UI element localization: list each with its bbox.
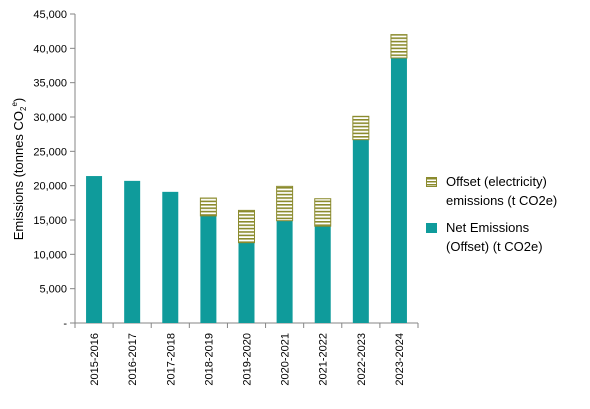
bar-net-emissions bbox=[276, 220, 293, 323]
tick-labels: - 5,000 10,000 15,000 20,000 25,000 30,000 35,0… bbox=[33, 9, 406, 386]
y-tick-label: 45,000 bbox=[33, 9, 67, 21]
legend-label-net-line2: (Offset) (t CO2e) bbox=[446, 239, 543, 254]
legend-label-net-line1: Net Emissions bbox=[446, 220, 530, 235]
legend-item-offset: Offset (electricity) emissions (t CO2e) bbox=[426, 172, 586, 210]
bar-offset-emissions bbox=[314, 198, 332, 227]
y-tick-label: 15,000 bbox=[33, 215, 67, 227]
x-tick-label: 2021-2022 bbox=[318, 333, 330, 386]
legend: Offset (electricity) emissions (t CO2e) … bbox=[426, 172, 586, 264]
bar-offset-emissions bbox=[199, 197, 217, 217]
y-tick-label: 10,000 bbox=[33, 249, 67, 261]
y-tick-label: 5,000 bbox=[39, 284, 67, 296]
bar-net-emissions bbox=[390, 57, 407, 324]
y-axis-title: Emissions (tonnes CO2e) bbox=[10, 98, 28, 241]
y-tick-label: 25,000 bbox=[33, 146, 67, 158]
bar-net-emissions bbox=[124, 180, 141, 323]
x-tick-label: 2020-2021 bbox=[280, 333, 292, 386]
x-tick-label: 2018-2019 bbox=[203, 333, 215, 386]
y-tick-label: 30,000 bbox=[33, 112, 67, 124]
legend-item-net: Net Emissions (Offset) (t CO2e) bbox=[426, 218, 586, 256]
bar-offset-emissions bbox=[238, 209, 255, 244]
x-tick-label: 2015-2016 bbox=[89, 333, 101, 386]
x-tick-label: 2023-2024 bbox=[394, 333, 406, 386]
legend-swatch-net bbox=[426, 223, 437, 233]
legend-swatch-offset bbox=[426, 177, 437, 187]
bar-net-emissions bbox=[86, 176, 103, 323]
bar-net-emissions bbox=[200, 215, 217, 323]
y-tick-label: 20,000 bbox=[33, 181, 67, 193]
x-tick-label: 2019-2020 bbox=[242, 333, 254, 386]
legend-label-offset-line2: emissions (t CO2e) bbox=[446, 193, 558, 208]
bar-net-emissions bbox=[162, 191, 179, 323]
bar-net-emissions bbox=[238, 242, 255, 323]
bar-offset-emissions bbox=[276, 185, 294, 222]
x-tick-label: 2022-2023 bbox=[356, 333, 368, 386]
y-tick-label: 40,000 bbox=[33, 43, 67, 55]
x-tick-label: 2017-2018 bbox=[165, 333, 177, 386]
y-tick-label: - bbox=[63, 318, 67, 330]
bar-offset-emissions bbox=[390, 34, 408, 59]
y-tick-label: 35,000 bbox=[33, 78, 67, 90]
bar-offset-emissions bbox=[352, 115, 370, 141]
bar-net-emissions bbox=[314, 226, 331, 323]
legend-label-offset-line1: Offset (electricity) bbox=[446, 174, 547, 189]
bar-net-emissions bbox=[352, 139, 369, 323]
bars bbox=[86, 34, 408, 324]
x-tick-label: 2016-2017 bbox=[127, 333, 139, 386]
